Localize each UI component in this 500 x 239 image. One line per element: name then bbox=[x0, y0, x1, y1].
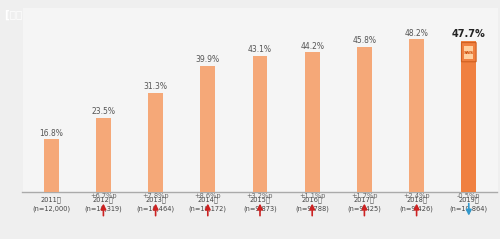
Bar bbox=[357, 47, 372, 192]
Text: +8.6%p: +8.6%p bbox=[194, 193, 221, 199]
Text: (단위: %): (단위: %) bbox=[464, 11, 496, 20]
Bar bbox=[200, 66, 215, 192]
Text: 23.5%: 23.5% bbox=[92, 107, 116, 116]
Text: [그림 3]  SNS 이용률 변화: [그림 3] SNS 이용률 변화 bbox=[5, 10, 108, 20]
Bar bbox=[252, 56, 268, 192]
Text: +2.4%p: +2.4%p bbox=[404, 193, 430, 199]
Text: SNS: SNS bbox=[464, 51, 474, 55]
Text: 43.1%: 43.1% bbox=[248, 45, 272, 54]
Text: 48.2%: 48.2% bbox=[404, 29, 428, 38]
Bar bbox=[44, 139, 59, 192]
Text: +3.2%p: +3.2%p bbox=[246, 193, 273, 199]
Text: -0.5%p: -0.5%p bbox=[457, 193, 480, 199]
Text: 44.2%: 44.2% bbox=[300, 42, 324, 51]
Bar bbox=[462, 41, 476, 192]
FancyBboxPatch shape bbox=[462, 43, 476, 62]
Bar bbox=[410, 39, 424, 192]
Text: +7.8%p: +7.8%p bbox=[142, 193, 169, 199]
Text: +1.7%p: +1.7%p bbox=[351, 193, 378, 199]
Text: 45.8%: 45.8% bbox=[352, 37, 376, 45]
Text: 39.9%: 39.9% bbox=[196, 55, 220, 64]
Text: +6.7%p: +6.7%p bbox=[90, 193, 117, 199]
Text: 47.7%: 47.7% bbox=[452, 28, 486, 38]
Text: 31.3%: 31.3% bbox=[144, 82, 168, 92]
Text: +1.1%p: +1.1%p bbox=[299, 193, 326, 199]
FancyBboxPatch shape bbox=[464, 46, 473, 59]
Bar bbox=[148, 93, 163, 192]
Bar bbox=[305, 52, 320, 192]
Bar bbox=[96, 118, 110, 192]
Text: 16.8%: 16.8% bbox=[40, 129, 63, 137]
